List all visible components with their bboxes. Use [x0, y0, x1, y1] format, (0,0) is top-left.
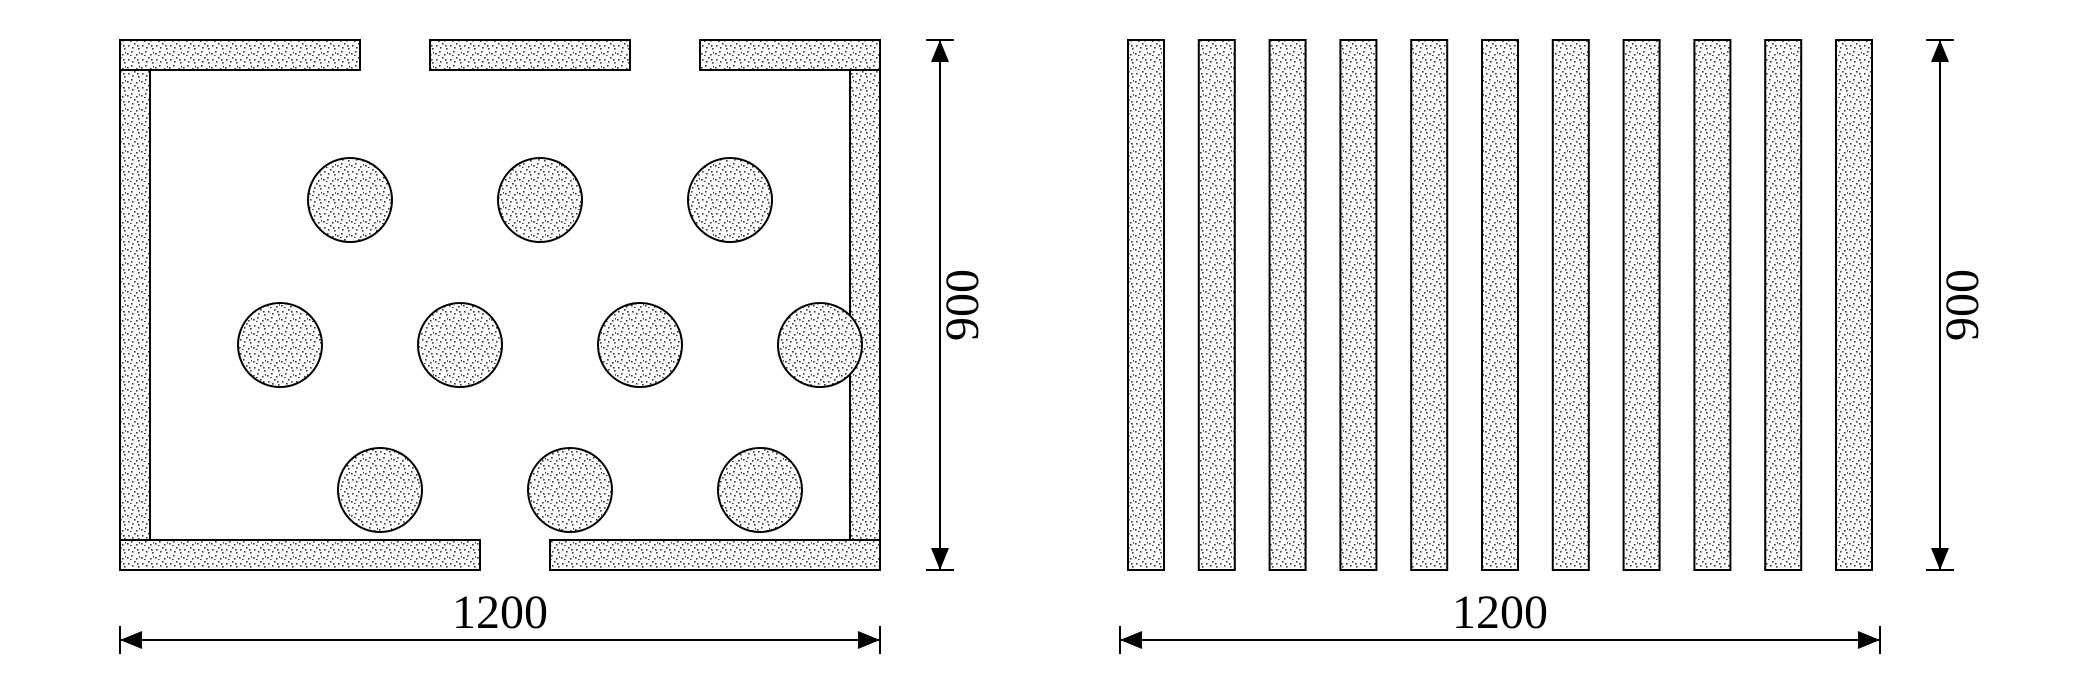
right-dim-width-arrow-right: [1858, 631, 1880, 649]
right-bar-9: [1765, 40, 1801, 570]
left-column-4: [418, 303, 502, 387]
right-dim-width-label: 1200: [1452, 586, 1548, 639]
left-column-0: [308, 158, 392, 242]
left-column-8: [528, 448, 612, 532]
left-frame-bottom-seg-0: [120, 540, 480, 570]
right-dim-height-label: 900: [1936, 269, 1989, 341]
left-column-5: [598, 303, 682, 387]
left-frame-top-seg-2: [700, 40, 880, 70]
diagram-stage: 1200 900 1200 900: [0, 0, 2091, 692]
left-dim-width-arrow-right: [858, 631, 880, 649]
right-bar-2: [1270, 40, 1306, 570]
left-column-9: [718, 448, 802, 532]
left-frame-left: [120, 40, 150, 570]
right-bar-4: [1411, 40, 1447, 570]
left-column-2: [688, 158, 772, 242]
right-dim-height-arrow-top: [1931, 40, 1949, 62]
left-column-6: [778, 303, 862, 387]
left-dim-width-arrow-left: [120, 631, 142, 649]
right-bar-5: [1482, 40, 1518, 570]
left-dim-width-label: 1200: [452, 586, 548, 639]
right-bar-6: [1553, 40, 1589, 570]
right-bar-3: [1340, 40, 1376, 570]
left-dim-height-arrow-bot: [931, 548, 949, 570]
left-dim-height-label: 900: [936, 269, 989, 341]
right-bar-8: [1694, 40, 1730, 570]
right-bar-10: [1836, 40, 1872, 570]
diagram-svg: 1200 900 1200 900: [0, 0, 2091, 692]
left-frame-right: [850, 40, 880, 570]
right-bar-0: [1128, 40, 1164, 570]
left-column-7: [338, 448, 422, 532]
left-dim-height-arrow-top: [931, 40, 949, 62]
right-dim-width-arrow-left: [1120, 631, 1142, 649]
left-frame-top-seg-1: [430, 40, 630, 70]
left-frame-top-seg-0: [120, 40, 360, 70]
left-frame-bottom-seg-1: [550, 540, 880, 570]
right-bar-7: [1624, 40, 1660, 570]
right-dim-height-arrow-bot: [1931, 548, 1949, 570]
left-column-1: [498, 158, 582, 242]
right-bar-1: [1199, 40, 1235, 570]
left-column-3: [238, 303, 322, 387]
